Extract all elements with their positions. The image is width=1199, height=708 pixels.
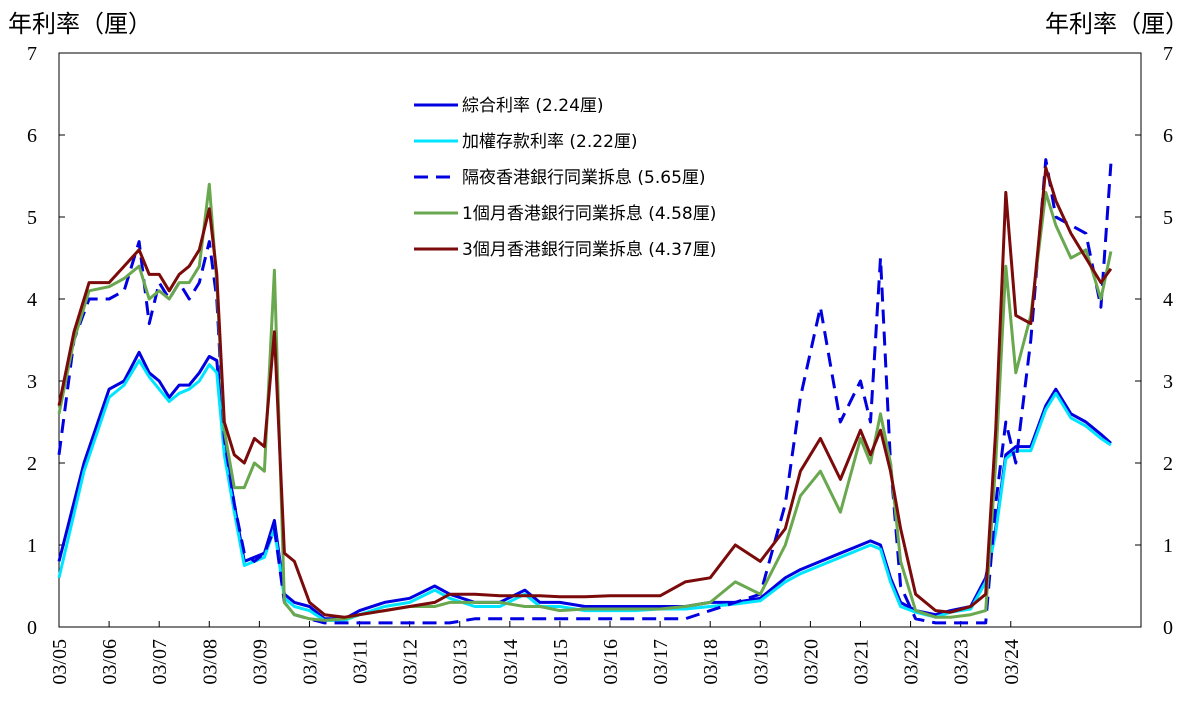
y-axis-label-right: 年利率（厘）	[1045, 10, 1189, 38]
y-tick-label-right: 6	[1163, 125, 1173, 147]
legend-label-2: 加權存款利率 (2.22厘)	[462, 132, 638, 152]
x-tick-label: 03/06	[99, 639, 121, 685]
x-tick-label: 03/07	[149, 639, 171, 685]
legend-label-3: 隔夜香港銀行同業拆息 (5.65厘)	[462, 168, 706, 188]
plot-frame	[58, 52, 1142, 628]
x-tick-label: 03/08	[199, 639, 221, 685]
y-tick-label-left: 5	[27, 207, 37, 229]
x-tick-label: 03/21	[850, 639, 872, 685]
x-tick-label: 03/12	[400, 639, 422, 685]
series-line-1	[57, 350, 1112, 621]
y-tick-label-left: 1	[27, 535, 37, 557]
x-tick-label: 03/05	[49, 639, 71, 685]
x-tick-label: 03/19	[750, 639, 772, 685]
legend: 綜合利率 (2.24厘) 加權存款利率 (2.22厘) 隔夜香港銀行同業拆息 (5.…	[414, 96, 716, 260]
y-tick-label-right: 4	[1163, 289, 1173, 311]
x-tick-label: 03/17	[650, 639, 672, 685]
x-tick-label: 03/20	[800, 639, 822, 685]
y-tick-label-left: 6	[27, 125, 37, 147]
y-ticks-left: 0 1 2 3 4 5 6 7	[27, 43, 65, 639]
legend-label-5: 3個月香港銀行同業拆息 (4.37厘)	[462, 240, 716, 260]
x-tick-label: 03/14	[500, 639, 522, 685]
series-group	[57, 158, 1113, 625]
legend-label-4: 1個月香港銀行同業拆息 (4.58厘)	[462, 204, 716, 224]
x-tick-label: 03/23	[951, 639, 973, 685]
y-tick-label-right: 0	[1163, 617, 1173, 639]
y-axis-label-left: 年利率（厘）	[8, 10, 152, 38]
x-tick-label: 03/15	[550, 639, 572, 685]
series-line-4	[57, 182, 1113, 622]
legend-label-1: 綜合利率 (2.24厘)	[462, 96, 604, 116]
x-tick-label: 03/22	[901, 639, 923, 685]
series-line-3	[57, 158, 1113, 625]
y-tick-label-right: 1	[1163, 535, 1173, 557]
x-tick-label: 03/11	[350, 639, 372, 684]
y-tick-label-left: 4	[27, 289, 37, 311]
x-tick-label: 03/24	[1001, 639, 1023, 685]
y-tick-label-left: 0	[27, 617, 37, 639]
y-tick-label-right: 5	[1163, 207, 1173, 229]
x-tick-label: 03/10	[299, 639, 321, 685]
y-tick-label-right: 3	[1163, 371, 1173, 393]
x-tick-label: 03/18	[700, 639, 722, 685]
series-line-2	[57, 359, 1112, 622]
x-tick-label: 03/09	[249, 639, 271, 685]
x-tick-label: 03/16	[600, 639, 622, 685]
y-tick-label-right: 7	[1163, 43, 1173, 65]
y-tick-label-left: 2	[27, 453, 37, 475]
series-line-5	[57, 166, 1113, 619]
x-ticks: 03/05 03/06 03/07 03/08 03/09 03/10 03/11 03/12…	[49, 621, 1023, 685]
y-tick-label-left: 7	[27, 43, 37, 65]
x-tick-label: 03/13	[450, 639, 472, 685]
y-tick-label-right: 2	[1163, 453, 1173, 475]
y-tick-label-left: 3	[27, 371, 37, 393]
y-ticks-right: 0 1 2 3 4 5 6 7	[1135, 43, 1173, 639]
